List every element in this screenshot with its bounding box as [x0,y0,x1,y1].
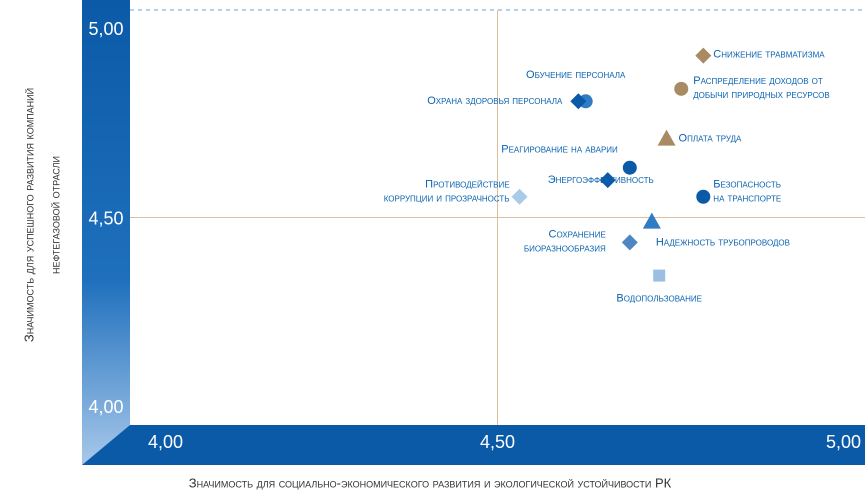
point-label: биоразнообразия [524,242,606,254]
point [621,234,638,251]
point-label: Оплата труда [679,133,742,145]
point-label: Охрана здоровья персонала [427,95,563,107]
y-axis-title: нефтегазовой отрасли [47,156,62,274]
point-label: Водопользование [616,293,702,305]
x-axis-band [82,425,865,465]
point-label: Реагирование на аварии [501,144,618,156]
point [511,188,528,205]
point-label: Обучение персонала [526,69,626,81]
point [653,269,666,282]
point-label: Энергоэффективность [548,174,654,186]
x-tick-label: 4,50 [480,432,515,452]
point [570,93,587,110]
point [599,172,616,189]
point-label: Безопасность [713,179,781,191]
point [674,81,689,96]
point-label: Сохранение [549,228,606,240]
y-tick-label: 4,50 [88,208,123,228]
x-axis-title: Значимость для социально-экономического … [189,475,672,490]
point-label: добычи природных ресурсов [693,89,830,101]
point [657,129,676,146]
point-label: Противодействие [425,179,509,191]
point [622,160,637,175]
point-label: коррупции и прозрачность [384,193,510,205]
y-tick-label: 4,00 [88,397,123,417]
point [642,212,661,229]
point-label: Надежность трубопроводов [656,237,790,249]
y-axis-band [82,0,130,465]
point-label: Распределение доходов от [693,75,823,87]
point [696,189,711,204]
point-label: на транспорте [713,193,781,205]
x-tick-label: 4,00 [148,432,183,452]
point [695,47,712,64]
y-axis-title: Значимость для успешного развития компан… [21,88,36,342]
point-label: Снижение травматизма [713,49,825,61]
x-tick-label: 5,00 [826,432,861,452]
y-tick-label: 5,00 [88,19,123,39]
